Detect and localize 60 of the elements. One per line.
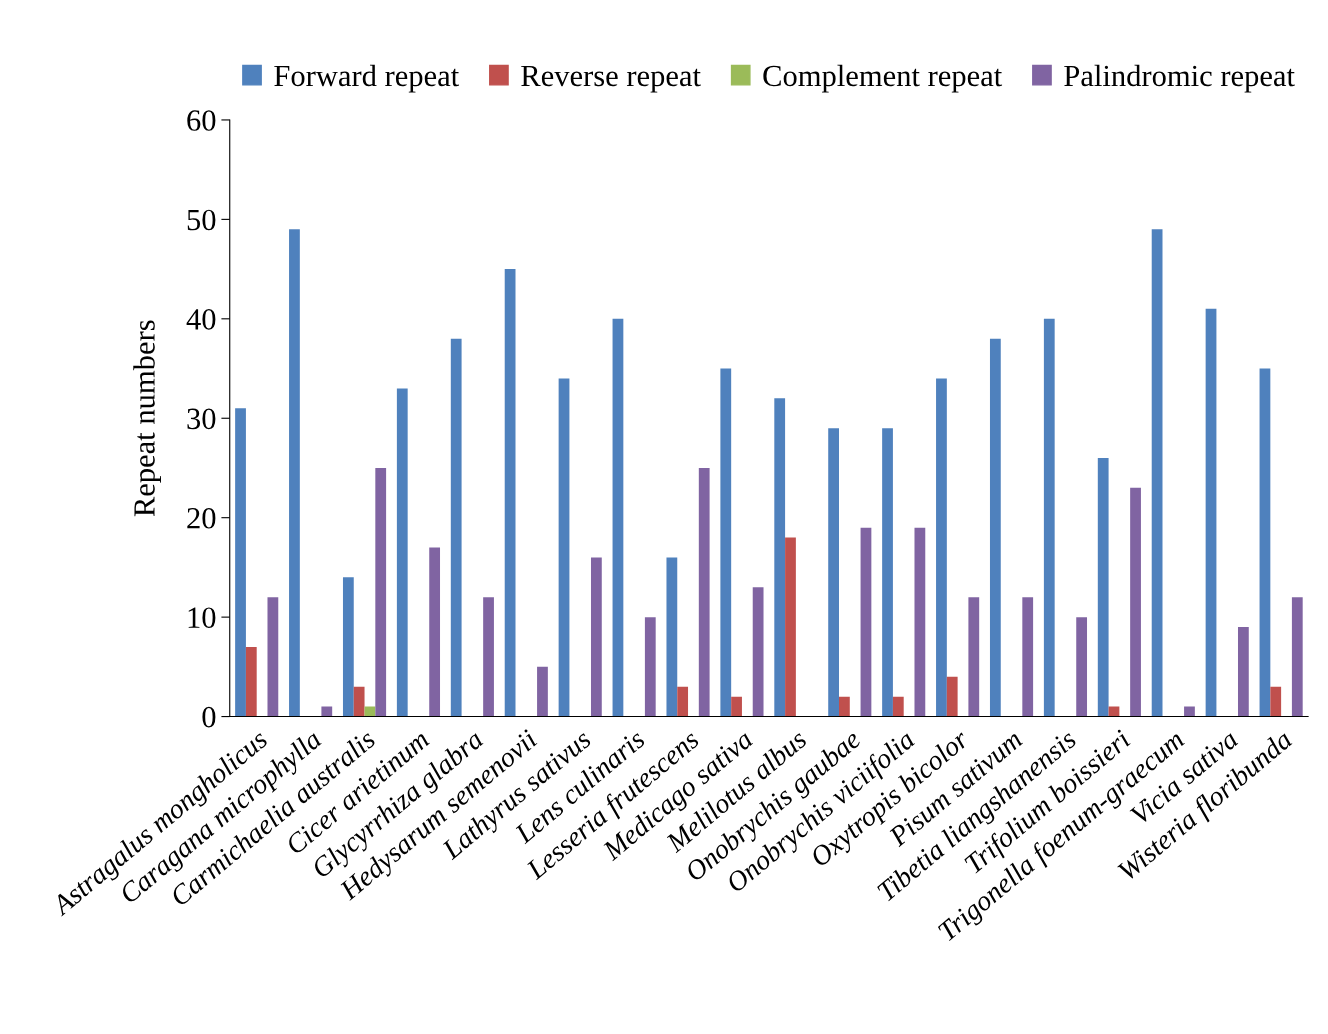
bar <box>946 676 958 717</box>
bar <box>720 368 732 717</box>
bar <box>892 696 904 717</box>
bar <box>731 696 742 717</box>
bar <box>1237 627 1249 717</box>
bar <box>353 686 365 717</box>
y-tick-label: 50 <box>187 209 216 231</box>
legend-label: Reverse repeat <box>521 65 701 93</box>
bar <box>839 696 850 717</box>
y-tick-label: 20 <box>187 507 216 529</box>
y-tick-label: 10 <box>188 607 216 629</box>
bar <box>752 587 764 717</box>
bar <box>1130 487 1141 717</box>
bar <box>504 269 516 717</box>
legend-label: Forward repeat <box>274 64 460 93</box>
bar <box>785 537 796 717</box>
bar <box>245 646 257 717</box>
bar <box>1259 368 1271 717</box>
bar <box>968 597 980 717</box>
bar <box>914 527 926 717</box>
bar <box>558 378 570 717</box>
bar <box>429 547 441 717</box>
bar <box>537 666 548 717</box>
y-tick-label: 60 <box>187 110 216 131</box>
bar <box>666 557 678 717</box>
bar <box>1291 597 1303 717</box>
bar <box>989 338 1001 717</box>
bar <box>1205 308 1217 717</box>
legend-label: Palindromic repeat <box>1064 64 1295 93</box>
bar <box>396 388 408 717</box>
bar <box>677 686 689 717</box>
bar <box>590 557 602 717</box>
bar <box>483 597 494 717</box>
bar <box>1184 706 1195 717</box>
bar <box>375 467 387 717</box>
bar <box>936 378 947 717</box>
bar <box>321 706 333 717</box>
bar <box>289 229 300 717</box>
bar <box>1270 686 1282 717</box>
legend-label: Complement repeat <box>763 64 1003 93</box>
bar <box>267 597 279 717</box>
bar <box>1043 318 1055 717</box>
bar <box>1076 617 1088 717</box>
y-tick-label: 40 <box>186 309 216 330</box>
bar <box>774 398 786 717</box>
bar <box>235 408 246 717</box>
bar <box>882 428 893 717</box>
y-axis-title: Repeat numbers <box>133 320 161 517</box>
bar <box>612 318 624 717</box>
bar <box>450 338 462 717</box>
y-tick-label: 0 <box>202 706 216 728</box>
bar <box>644 617 656 717</box>
bar <box>1097 458 1109 717</box>
bar <box>1022 597 1034 717</box>
bar <box>1151 229 1163 717</box>
bar <box>342 577 354 717</box>
y-tick-label: 30 <box>187 408 216 430</box>
bar <box>698 467 710 717</box>
bar <box>860 527 872 717</box>
bar <box>828 428 839 717</box>
